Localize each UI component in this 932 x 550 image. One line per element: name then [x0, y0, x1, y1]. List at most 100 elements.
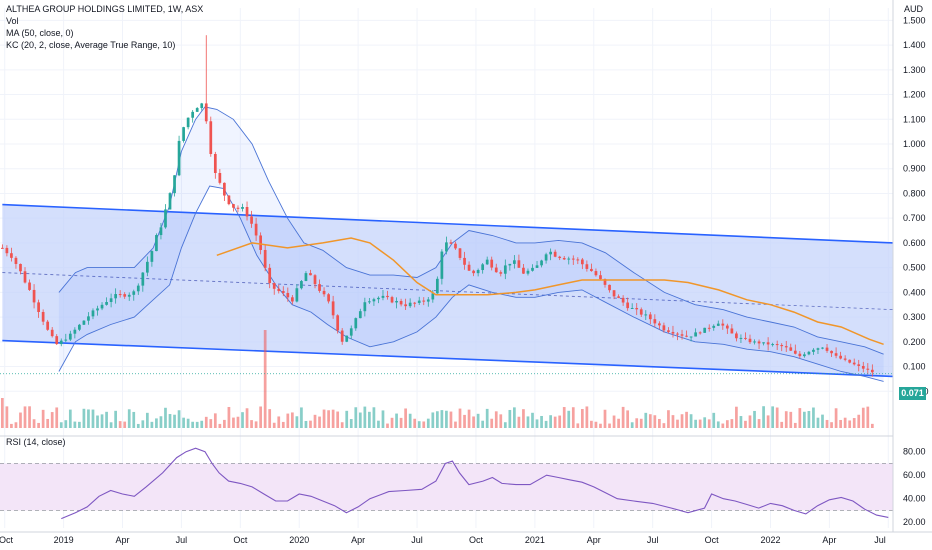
candle-body: [150, 251, 154, 262]
candle-body: [472, 270, 475, 274]
candle-body: [390, 297, 394, 303]
volume-bar: [155, 418, 158, 428]
candle-body: [177, 140, 181, 176]
candle-body: [599, 275, 602, 280]
candle-body: [839, 355, 842, 359]
candle-body: [300, 281, 303, 289]
volume-bar: [290, 412, 294, 428]
candlestick-series: [0, 35, 874, 377]
candle-body: [866, 368, 870, 370]
volume-bar: [513, 407, 516, 428]
candle-body: [105, 301, 108, 305]
candle-body: [82, 320, 86, 325]
volume-bar: [458, 408, 462, 428]
candle-body: [141, 272, 145, 286]
volume-bar: [263, 330, 267, 428]
volume-bar: [182, 417, 185, 428]
volume-bar: [617, 418, 620, 428]
candle-body: [404, 304, 407, 307]
price-tick-label: 1.000: [903, 139, 926, 149]
volume-bar: [277, 416, 281, 428]
volume-bar: [213, 413, 217, 428]
volume-bar: [313, 414, 317, 428]
candle-body: [812, 349, 815, 352]
volume-bar: [476, 413, 480, 428]
volume-bar: [281, 421, 285, 428]
candle-body: [100, 304, 104, 309]
volume-bar: [204, 416, 208, 428]
candle-body: [164, 209, 167, 228]
candle-body: [186, 117, 190, 128]
volume-bar: [771, 406, 775, 428]
candle-body: [612, 290, 616, 297]
candle-body: [707, 327, 711, 329]
rsi-band: [0, 463, 893, 511]
candle-body: [250, 216, 253, 224]
candle-body: [78, 324, 81, 330]
candle-body: [780, 344, 784, 347]
kc-lower-line: [58, 185, 884, 382]
time-tick-label: 2022: [760, 535, 780, 545]
volume-bar: [422, 421, 426, 428]
time-tick-label: Jul: [411, 535, 423, 545]
time-tick-label: Jul: [647, 535, 659, 545]
volume-bar: [37, 422, 40, 428]
candle-body: [526, 270, 530, 274]
volume-bar: [340, 422, 344, 428]
volume-bar: [41, 409, 45, 428]
volume-bar: [540, 415, 543, 428]
volume-bar: [78, 421, 81, 428]
candle-body: [23, 271, 27, 283]
candle-body: [803, 354, 806, 357]
candle-body: [327, 294, 330, 302]
candle-body: [463, 257, 466, 265]
volume-bar: [544, 420, 548, 428]
volume-bar: [549, 415, 552, 428]
candle-body: [608, 284, 611, 291]
candle-body: [576, 259, 580, 261]
volume-bar: [435, 411, 439, 428]
volume-bar: [295, 416, 299, 428]
volume-bar: [118, 421, 122, 428]
candle-body: [358, 311, 362, 319]
volume-bar: [689, 414, 693, 428]
candle-body: [64, 339, 68, 341]
candle-body: [145, 261, 149, 273]
candle-body: [744, 337, 747, 339]
channel-upper-line: [2, 203, 894, 244]
volume-bar: [522, 409, 525, 428]
candle-body: [200, 103, 204, 109]
volume-bar: [109, 422, 113, 428]
candle-body: [821, 347, 824, 349]
candle-body: [662, 325, 666, 331]
volume-bar: [408, 413, 412, 428]
candle-body: [544, 254, 548, 261]
candle-body: [55, 336, 59, 345]
candle-body: [349, 328, 353, 336]
price-tick-label: 0.100: [903, 362, 926, 372]
candle-body: [793, 350, 797, 354]
candle-body: [277, 288, 281, 292]
candle-body: [517, 260, 521, 268]
candle-body: [531, 267, 534, 271]
candle-body: [585, 264, 589, 269]
candle-body: [522, 267, 525, 274]
volume-bar: [784, 411, 788, 428]
candle-body: [37, 302, 40, 312]
volume-bar: [553, 416, 557, 428]
volume-bar: [73, 421, 77, 428]
candle-body: [689, 336, 693, 338]
candle-body: [227, 195, 231, 205]
volume-bar: [145, 412, 149, 428]
candle-body: [372, 299, 376, 302]
volume-bar: [445, 410, 448, 428]
candle-body: [46, 321, 50, 330]
candle-body: [685, 335, 688, 337]
candle-body: [861, 365, 865, 369]
volume-bar: [635, 418, 639, 428]
candle-body: [630, 307, 634, 309]
candle-body: [635, 307, 639, 310]
candle-body: [254, 223, 258, 236]
volume-bar: [454, 421, 457, 428]
